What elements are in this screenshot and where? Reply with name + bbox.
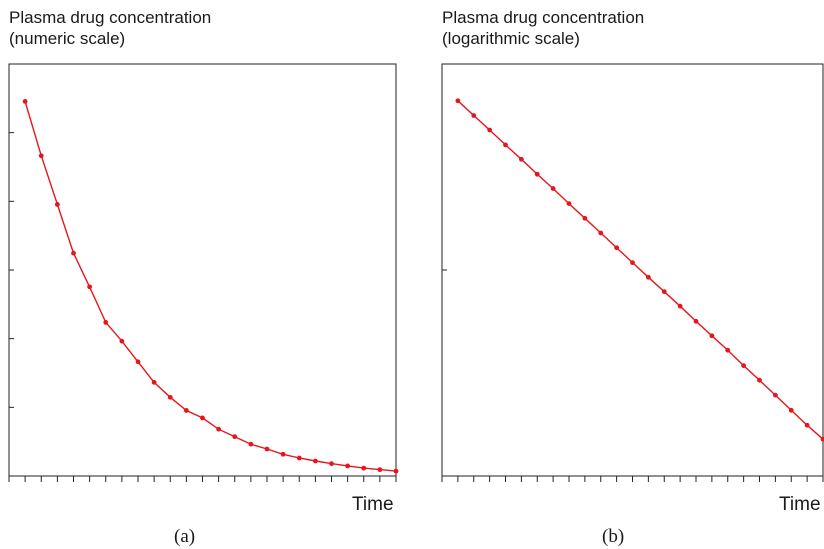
chart-a-data-point: [167, 394, 173, 400]
chart-b-title: Plasma drug concentration (logarithmic s…: [442, 8, 645, 48]
chart-a-data-point: [200, 415, 205, 421]
chart-a-data-point: [135, 359, 141, 365]
chart-b-data-point: [693, 318, 699, 324]
chart-a-data-point: [216, 426, 222, 432]
chart-b-data-point: [757, 377, 762, 383]
chart-a-data-point: [232, 434, 238, 440]
chart-b-data-point: [725, 347, 731, 353]
chart-a-data-point: [54, 202, 60, 207]
chart-b-caption: (b): [602, 526, 625, 547]
chart-b-data-point: [566, 201, 572, 207]
chart-b-series-line: [457, 100, 824, 440]
chart-a-x-label: Time: [352, 494, 394, 515]
chart-a-data-point: [280, 451, 286, 457]
chart-a-data-point: [264, 446, 270, 452]
chart-a-data-point: [71, 250, 76, 256]
chart-b-data-point: [455, 98, 461, 104]
chart-a-data-point: [361, 465, 367, 471]
chart-b-data-point: [550, 186, 556, 191]
chart-b-data-point: [820, 436, 824, 442]
chart-b-data-point: [503, 142, 508, 148]
chart-a-data-point: [119, 338, 125, 344]
chart-b-data-point: [677, 303, 683, 309]
chart-a-data-point: [312, 458, 318, 464]
chart-b-data-point: [661, 289, 667, 295]
chart-b-data-point: [709, 333, 715, 339]
chart-b-data-point: [630, 260, 635, 266]
chart-b-data-point: [534, 171, 540, 177]
chart-panel-b: Plasma drug concentration (logarithmic s…: [412, 0, 824, 549]
chart-b-data-point: [582, 215, 588, 221]
chart-a-data-point: [248, 441, 254, 447]
chart-a-title: Plasma drug concentration (numeric scale…: [9, 8, 212, 48]
chart-a-data-point: [329, 461, 334, 467]
chart-a-data-point: [377, 467, 383, 473]
chart-a-data-point: [183, 408, 189, 413]
chart-b-data-point: [804, 422, 810, 428]
chart-a-series-line: [24, 101, 397, 472]
chart-a-caption: (a): [174, 526, 196, 547]
chart-b-data-point: [645, 274, 651, 280]
chart-a-data-point: [296, 455, 302, 461]
chart-b-data-point: [741, 363, 747, 369]
chart-a-data-point: [38, 153, 44, 159]
chart-a-data-point: [345, 463, 351, 469]
chart-b-data-point: [772, 392, 778, 398]
chart-b-data-point: [518, 156, 524, 162]
chart-a-data-point: [22, 99, 28, 104]
chart-b-svg: [441, 63, 824, 482]
chart-b-plot-frame: [441, 63, 824, 477]
chart-a-data-point: [87, 284, 93, 290]
chart-a-svg: [8, 63, 399, 482]
chart-panel-a: Plasma drug concentration (numeric scale…: [8, 8, 399, 547]
chart-b-data-point: [788, 407, 794, 413]
chart-a-data-point: [151, 379, 157, 385]
chart-b-data-point: [471, 113, 477, 118]
chart-b-x-label: Time: [779, 494, 821, 515]
chart-b-data-point: [598, 230, 604, 236]
chart-a-plot-frame: [8, 63, 397, 477]
chart-b-data-point: [487, 127, 493, 133]
chart-b-data-point: [614, 245, 620, 251]
chart-a-data-point: [393, 468, 399, 474]
chart-a-data-point: [103, 320, 109, 325]
